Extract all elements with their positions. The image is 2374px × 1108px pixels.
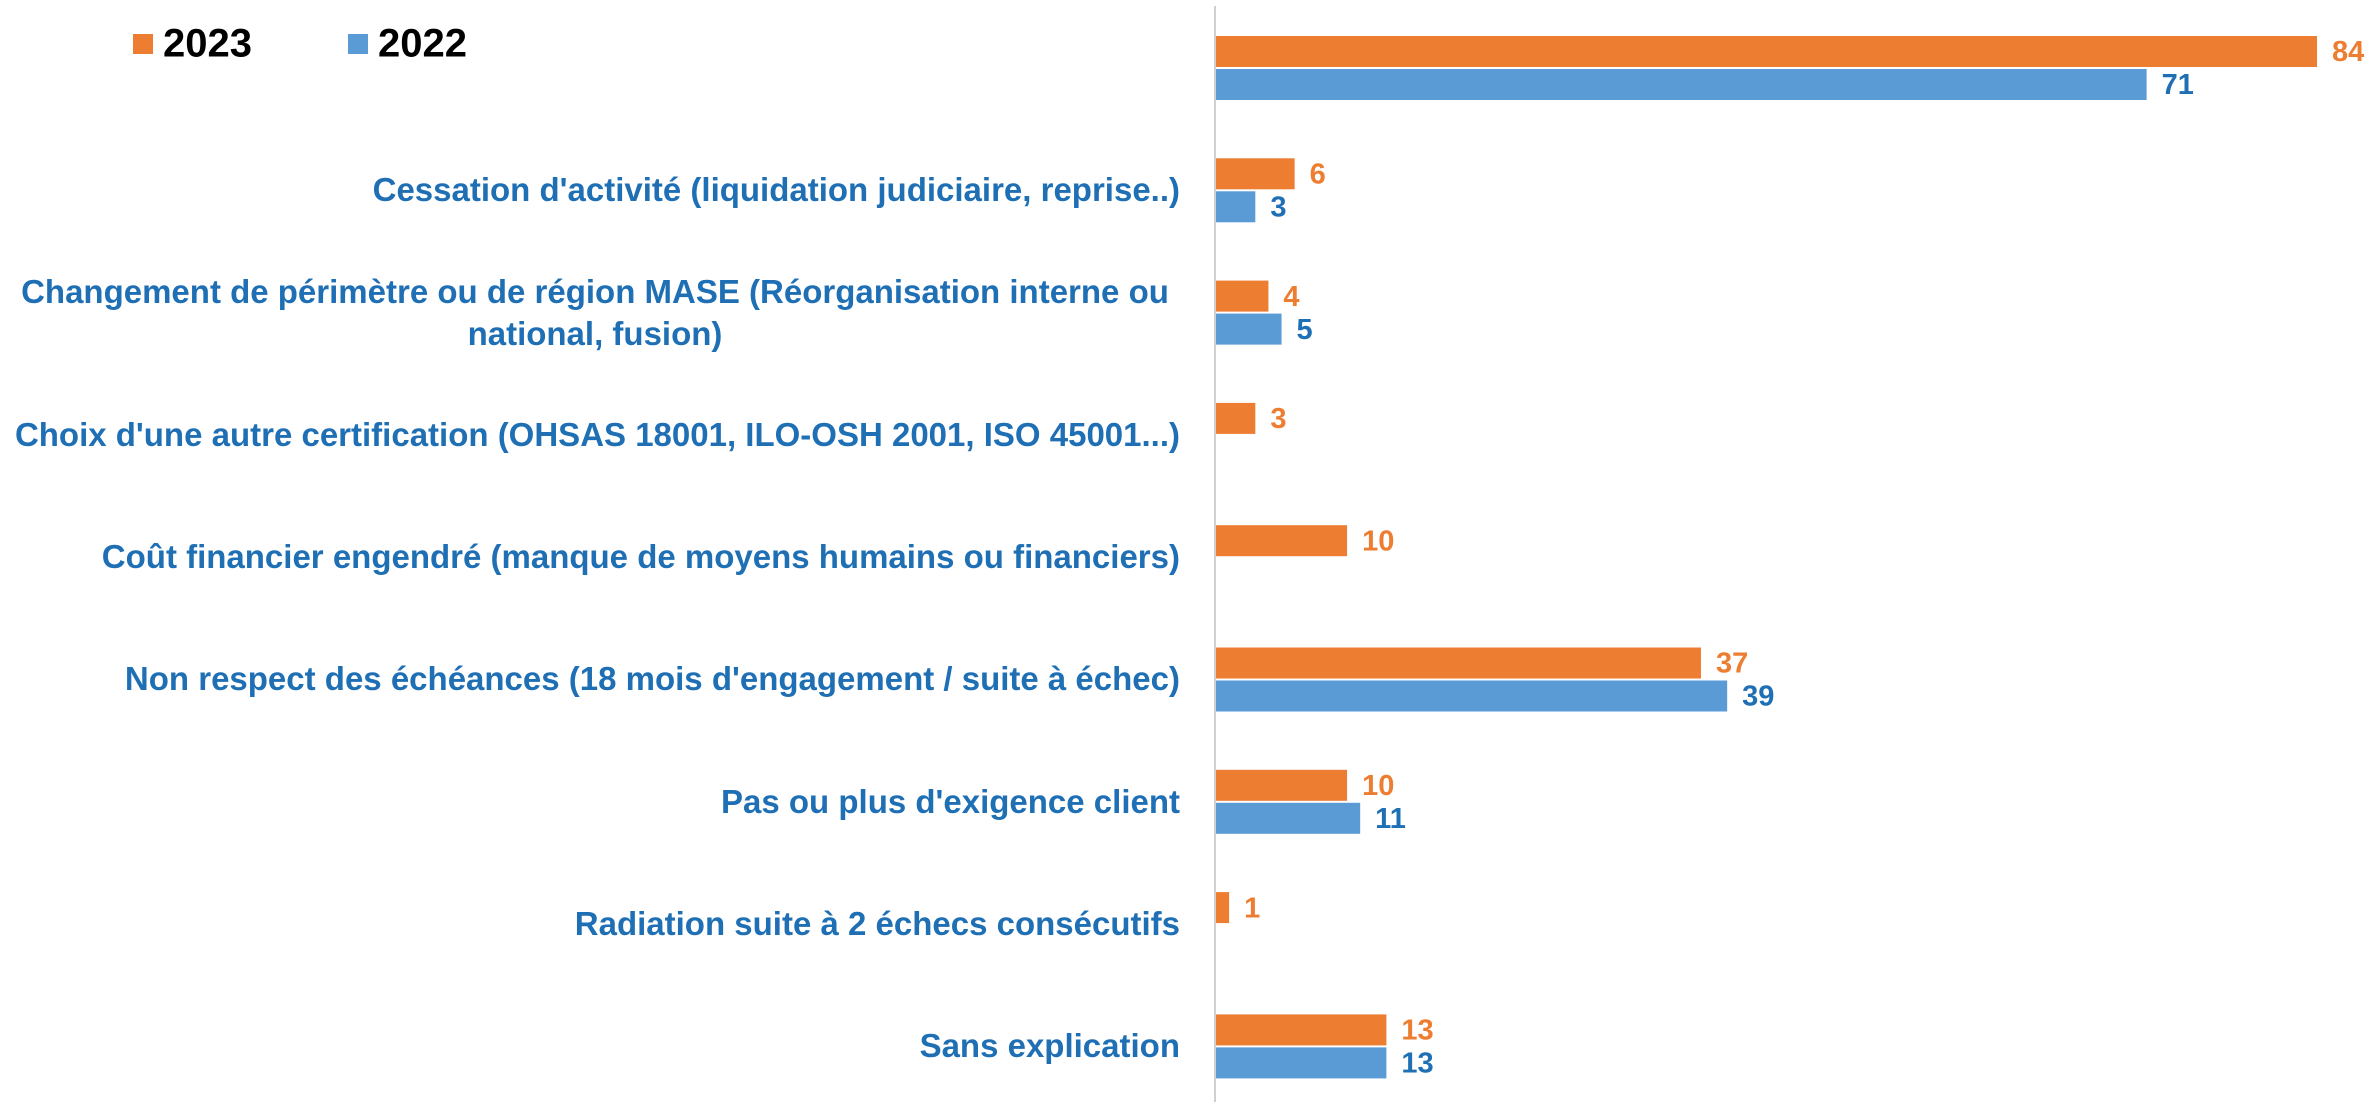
- category-label: Choix d'une autre certification (OHSAS 1…: [14, 415, 1180, 453]
- bar: [1216, 313, 1282, 345]
- data-label: 13: [1401, 1048, 1433, 1080]
- data-label: 3: [1270, 191, 1286, 223]
- bar: [1216, 647, 1701, 679]
- data-label: 37: [1716, 648, 1748, 680]
- legend-swatch: [133, 34, 153, 54]
- data-label: 13: [1401, 1015, 1433, 1047]
- category-label: Pas ou plus d'exigence client: [721, 782, 1180, 820]
- legend-label: 2023: [163, 22, 252, 66]
- data-label: 6: [1310, 158, 1326, 190]
- data-label: 1: [1244, 892, 1260, 924]
- bar: [1216, 769, 1348, 801]
- data-label: 71: [2162, 69, 2194, 101]
- data-label: 84: [2332, 36, 2364, 68]
- category-label: Sans explication: [919, 1027, 1180, 1065]
- category-label-box: Changement de périmètre ou de région MAS…: [0, 251, 1180, 373]
- data-label: 5: [1297, 314, 1313, 346]
- data-label: 11: [1375, 803, 1406, 835]
- data-label: 3: [1270, 403, 1286, 435]
- legend-label: 2022: [378, 22, 467, 66]
- data-label: 4: [1283, 281, 1299, 313]
- bar: [1216, 1047, 1387, 1079]
- data-label: 10: [1362, 525, 1394, 557]
- category-label-box: Radiation suite à 2 échecs consécutifs: [0, 863, 1180, 985]
- bar: [1216, 525, 1348, 557]
- bar: [1216, 280, 1269, 312]
- category-label-box: Cessation d'activité (liquidation judici…: [0, 129, 1180, 251]
- data-label: 10: [1362, 770, 1394, 802]
- bar: [1216, 191, 1256, 223]
- data-label: 39: [1742, 681, 1774, 713]
- category-label-box: Coût financier engendré (manque de moyen…: [0, 496, 1180, 618]
- bar: [1216, 892, 1230, 924]
- category-label-box: Sans explication: [0, 985, 1180, 1107]
- bar: [1216, 158, 1295, 190]
- category-label: Changement de périmètre ou de région MAS…: [21, 272, 1169, 352]
- bar: [1216, 402, 1256, 434]
- bar: [1216, 36, 2317, 67]
- category-label: Radiation suite à 2 échecs consécutifs: [574, 905, 1180, 943]
- category-label-box: Pas ou plus d'exigence client: [0, 741, 1180, 863]
- category-label-box: Choix d'une autre certification (OHSAS 1…: [0, 374, 1180, 496]
- bar: [1216, 69, 2147, 100]
- bar: [1216, 680, 1728, 712]
- legend-swatch: [348, 34, 368, 54]
- category-label: Coût financier engendré (manque de moyen…: [101, 538, 1180, 576]
- category-label: Cessation d'activité (liquidation judici…: [372, 171, 1180, 209]
- bar: [1216, 802, 1361, 834]
- category-label-box: Non respect des échéances (18 mois d'eng…: [0, 618, 1180, 740]
- bar: [1216, 1014, 1387, 1046]
- category-label: Non respect des échéances (18 mois d'eng…: [124, 660, 1180, 698]
